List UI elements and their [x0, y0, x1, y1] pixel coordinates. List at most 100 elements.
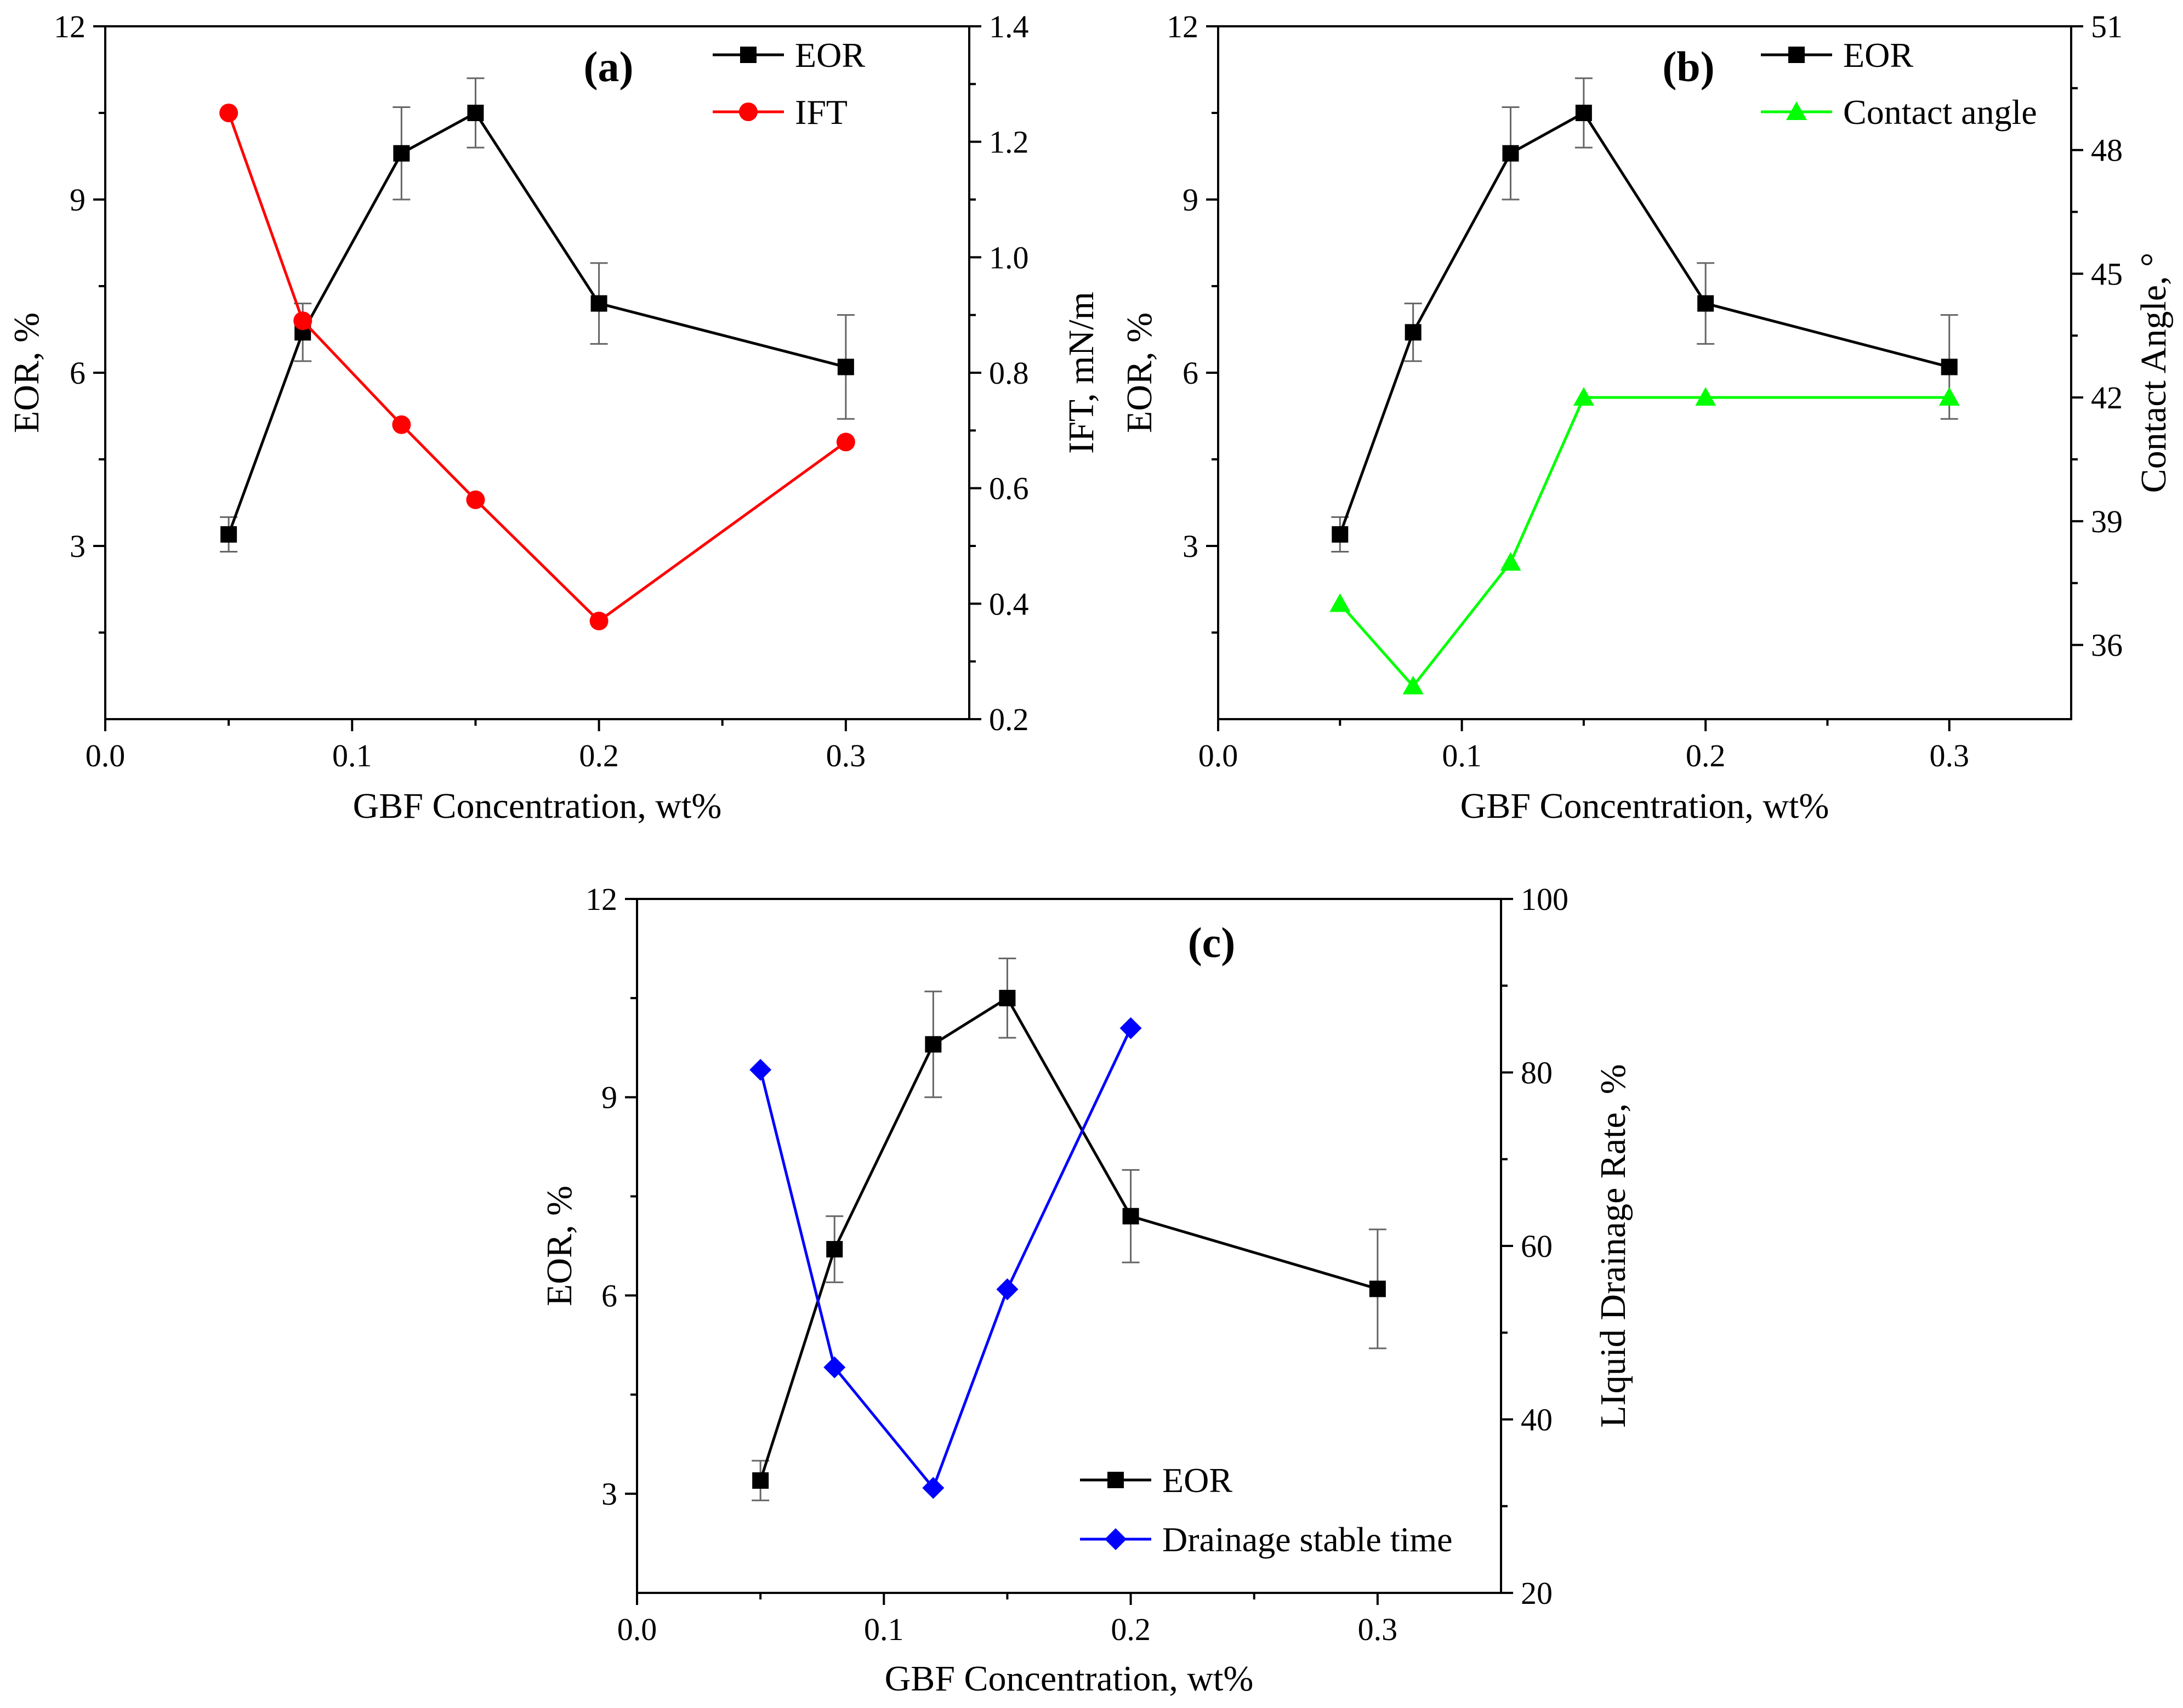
data-point [996, 1278, 1019, 1301]
chart-panel-c: 0.0 0.1 0.2 0.3 3 6 9 12 20 40 60 80 100 GBF Concentr… [539, 881, 1633, 1699]
data-point [1695, 387, 1716, 406]
x-tick-label: 0.2 [1686, 738, 1726, 773]
series-line [1338, 111, 1950, 535]
panel-label: (a) [584, 43, 634, 90]
y2-axis-title: IFT, mN/m [1061, 292, 1101, 454]
x-tick-label: 0.3 [826, 738, 866, 773]
legend-marker [739, 103, 758, 121]
y2-tick-label: 0.8 [989, 355, 1029, 391]
y2-tick-label: 51 [2091, 9, 2123, 44]
data-point [1573, 387, 1594, 406]
y2-tick-label: 100 [1521, 881, 1568, 917]
y-axis-title: EOR, % [539, 1186, 579, 1306]
y-axis-title: EOR, % [7, 312, 47, 433]
data-point [1938, 387, 1960, 406]
series-eor [220, 77, 855, 553]
panel-label: (c) [1188, 919, 1236, 966]
data-point [1369, 1280, 1386, 1297]
series-eor [752, 958, 1386, 1501]
legend-label: EOR [1843, 36, 1913, 75]
legend-label: EOR [795, 36, 865, 75]
legend-entry: Drainage stable time [1080, 1520, 1453, 1559]
legend-entry: EOR [1761, 36, 1913, 75]
data-point [293, 311, 312, 331]
legend-entry: Contact angle [1761, 93, 2037, 132]
data-point [1941, 358, 1958, 375]
x-tick-label: 0.0 [86, 738, 126, 773]
y2-tick-label: 1.4 [989, 9, 1029, 44]
data-point [823, 1356, 846, 1379]
data-point [590, 295, 607, 312]
y-tick-label: 9 [1183, 182, 1198, 218]
series-drainage-stable-time [749, 1017, 1142, 1499]
x-axis-title: GBF Concentration, wt% [1460, 786, 1829, 826]
y-tick-label: 9 [601, 1080, 617, 1115]
y2-tick-label: 0.6 [989, 471, 1029, 506]
data-point [1502, 145, 1519, 162]
data-point [589, 611, 609, 630]
series-line [227, 111, 846, 535]
x-tick-label: 0.1 [864, 1612, 904, 1647]
data-point [1329, 593, 1351, 612]
y2-axis-title: Contact Angle, ° [2134, 253, 2174, 493]
data-point [219, 104, 238, 122]
data-point [1402, 675, 1424, 694]
y-tick-label: 6 [601, 1278, 617, 1313]
legend-label: Contact angle [1843, 93, 2037, 132]
data-point [467, 105, 484, 121]
data-point [752, 1472, 769, 1489]
series-ift [219, 104, 855, 630]
x-tick-label: 0.1 [332, 738, 372, 773]
y2-tick-label: 1.0 [989, 240, 1029, 275]
x-tick-label: 0.2 [579, 738, 619, 773]
y2-tick-label: 0.2 [989, 702, 1029, 737]
data-point [749, 1058, 772, 1081]
y-tick-label: 3 [70, 528, 86, 564]
y-axis-title: EOR, % [1119, 312, 1159, 433]
data-point [826, 1241, 843, 1258]
x-tick-label: 0.0 [617, 1612, 657, 1647]
legend-marker [1788, 47, 1805, 63]
y2-tick-label: 0.4 [989, 586, 1029, 622]
x-tick-label: 0.3 [1358, 1612, 1398, 1647]
data-point [392, 415, 411, 434]
x-axis-title: GBF Concentration, wt% [885, 1659, 1254, 1699]
series-line [1339, 396, 1949, 688]
series-contact-angle [1329, 387, 1960, 694]
legend-entry: EOR [713, 36, 865, 75]
y2-tick-label: 42 [2091, 380, 2123, 415]
data-point [1405, 324, 1422, 341]
x-axis-title: GBF Concentration, wt% [353, 786, 722, 826]
data-point [836, 432, 855, 452]
legend-label: Drainage stable time [1162, 1520, 1453, 1559]
data-point [925, 1036, 942, 1053]
legend-marker [740, 47, 757, 63]
legend-marker [1786, 101, 1807, 120]
y-tick-label: 6 [70, 355, 86, 391]
legend-marker [1105, 1528, 1127, 1550]
y2-axis-title: LIquid Drainage Rate, % [1593, 1064, 1633, 1427]
legend-marker [1107, 1472, 1124, 1488]
legend-label: IFT [795, 93, 848, 132]
data-point [1575, 105, 1592, 121]
x-tick-label: 0.2 [1111, 1612, 1151, 1647]
y-tick-label: 6 [1183, 355, 1198, 391]
data-point [837, 358, 854, 375]
y2-tick-label: 36 [2091, 628, 2123, 663]
y2-tick-label: 40 [1521, 1402, 1553, 1438]
y2-tick-label: 20 [1521, 1575, 1553, 1611]
y-tick-label: 3 [1183, 528, 1198, 564]
data-point [466, 490, 485, 509]
data-point [1500, 552, 1521, 571]
y2-tick-label: 48 [2091, 133, 2123, 168]
data-point [999, 989, 1016, 1006]
panel-label: (b) [1662, 43, 1714, 90]
y-tick-label: 9 [70, 182, 86, 218]
y2-tick-label: 39 [2091, 504, 2123, 539]
legend-label: EOR [1162, 1461, 1232, 1500]
x-tick-label: 0.3 [1929, 738, 1969, 773]
data-point [393, 145, 410, 162]
data-point [922, 1477, 945, 1499]
